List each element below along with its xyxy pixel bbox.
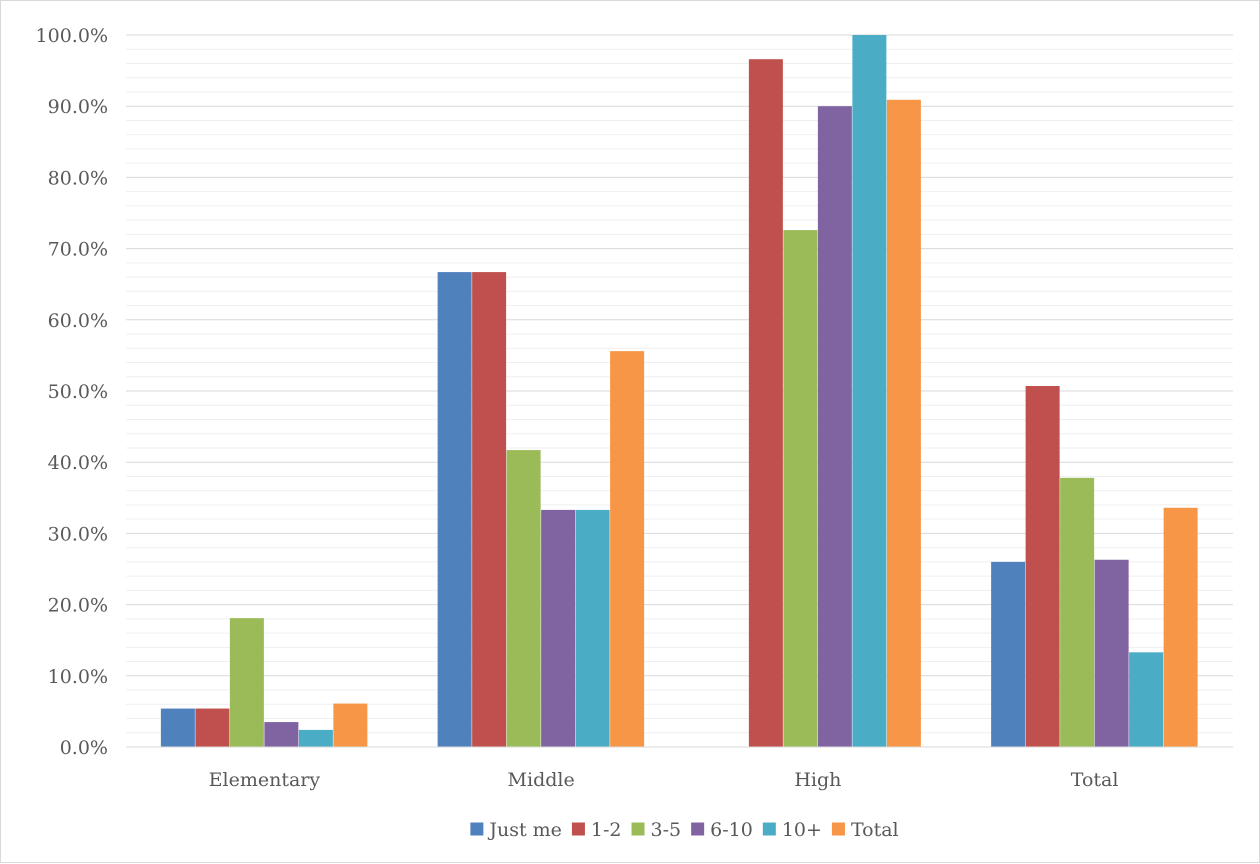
- bar: [575, 509, 610, 747]
- y-tick-label: 30.0%: [48, 523, 108, 545]
- y-tick-label: 90.0%: [48, 96, 108, 118]
- legend-label: 1-2: [591, 819, 622, 841]
- bar: [229, 618, 264, 747]
- bar: [472, 272, 507, 747]
- bar: [991, 561, 1026, 747]
- bar: [298, 729, 333, 747]
- bar: [817, 106, 852, 747]
- y-tick-label: 80.0%: [48, 167, 108, 189]
- bar: [541, 509, 576, 747]
- legend-label: 10+: [782, 819, 822, 841]
- bar: [264, 722, 299, 747]
- bar: [195, 708, 230, 747]
- legend-swatch: [762, 822, 776, 836]
- legend: Just me 1-2 3-5 6-10 10+ Total: [470, 819, 899, 841]
- legend-label: Total: [851, 819, 899, 841]
- bar: [1060, 477, 1095, 747]
- y-tick-label: 100.0%: [36, 25, 108, 47]
- x-category-label: High: [794, 769, 841, 791]
- y-tick-label: 60.0%: [48, 310, 108, 332]
- x-category-label: Total: [1071, 769, 1119, 791]
- legend-swatch: [631, 822, 645, 836]
- x-category-label: Middle: [508, 769, 575, 791]
- bar: [886, 99, 921, 748]
- legend-swatch: [691, 822, 705, 836]
- bar: [610, 351, 645, 747]
- bar: [1129, 652, 1164, 747]
- legend-label: 6-10: [710, 819, 753, 841]
- legend-swatch: [571, 822, 585, 836]
- bar: [852, 35, 887, 747]
- bar: [748, 59, 783, 747]
- y-tick-label: 20.0%: [48, 595, 108, 617]
- bar: [437, 272, 472, 747]
- legend-label: Just me: [487, 819, 562, 841]
- y-tick-label: 0.0%: [60, 737, 108, 759]
- y-tick-label: 50.0%: [48, 381, 108, 403]
- legend-swatch: [831, 822, 845, 836]
- legend-swatch: [470, 822, 484, 836]
- bar: [160, 708, 195, 747]
- bar: [783, 230, 818, 747]
- axes: 0.0% 10.0% 20.0% 30.0% 40.0% 50.0% 60.0% 70.0% 8…: [36, 25, 1233, 791]
- bar: [1025, 386, 1060, 747]
- bars: [160, 35, 1198, 748]
- y-tick-label: 70.0%: [48, 239, 108, 261]
- y-tick-label: 10.0%: [48, 666, 108, 688]
- legend-label: 3-5: [651, 819, 682, 841]
- y-tick-label: 40.0%: [48, 452, 108, 474]
- x-category-label: Elementary: [209, 769, 321, 791]
- bar: [506, 450, 541, 747]
- bar: [333, 703, 368, 747]
- bar: [1094, 559, 1129, 747]
- bar: [1163, 507, 1198, 747]
